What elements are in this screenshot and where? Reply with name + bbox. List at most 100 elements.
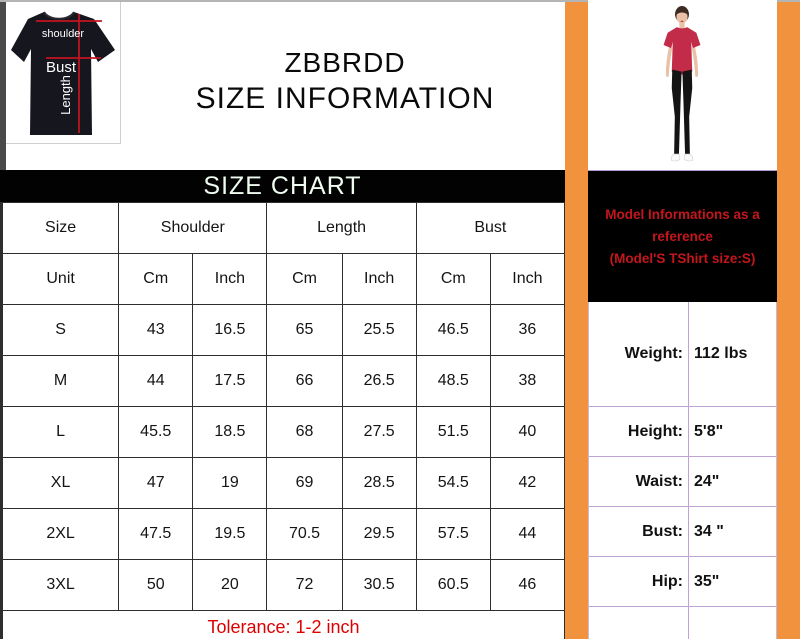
value-cell: 51.5 [415, 406, 491, 458]
measurement-value: 5'8" [688, 407, 776, 456]
col-header-bust: Bust [415, 202, 566, 254]
orange-strip-left [565, 2, 588, 639]
unit-cell: Cm [266, 253, 343, 305]
unit-cell: Inch [489, 253, 566, 305]
value-cell: 30.5 [341, 559, 417, 611]
value-cell: 27.5 [341, 406, 417, 458]
page-title: ZBBRDD SIZE INFORMATION [125, 46, 565, 117]
value-cell: 66 [266, 355, 343, 407]
value-cell: 44 [118, 355, 194, 407]
measurement-row-empty [589, 607, 776, 639]
value-cell: 72 [266, 559, 343, 611]
brand-name: ZBBRDD [284, 47, 406, 78]
value-cell: 70.5 [266, 508, 343, 560]
measurement-value: 112 lbs [688, 302, 776, 406]
table-unit-row: Unit Cm Inch Cm Inch Cm Inch [0, 253, 566, 305]
measurement-label: Height: [627, 422, 683, 440]
measurement-label: Hip: [651, 572, 683, 590]
value-cell: 47 [118, 457, 194, 509]
model-info-note-line2: (Model'S TShirt size:S) [609, 251, 756, 266]
measurement-row-bust: Bust: 34 " [589, 507, 776, 557]
measurement-row-height: Height: 5'8" [589, 407, 776, 457]
value-cell: 47.5 [118, 508, 194, 560]
tolerance-note: Tolerance: 1-2 inch [1, 610, 565, 639]
table-header-row: Size Shoulder Length Bust [0, 202, 566, 254]
value-cell: 18.5 [192, 406, 268, 458]
table-row-l: L 45.5 18.5 68 27.5 51.5 40 [0, 406, 566, 458]
value-cell: 68 [266, 406, 343, 458]
value-cell: 42 [489, 457, 566, 509]
value-cell: 69 [266, 457, 343, 509]
shoulder-label: shoulder [42, 28, 85, 40]
value-cell: 46.5 [415, 304, 491, 356]
model-photo [588, 0, 777, 170]
tshirt-collar [43, 11, 75, 20]
unit-cell: Inch [192, 253, 268, 305]
size-table: Size Shoulder Length Bust Unit Cm Inch C… [0, 202, 566, 639]
orange-strip-right [777, 2, 800, 639]
tshirt-measure-diagram: shoulder Bust Length [6, 2, 121, 144]
table-row-3xl: 3XL 50 20 72 30.5 60.5 46 [0, 559, 566, 611]
size-cell: M [0, 355, 120, 407]
value-cell: 43 [118, 304, 194, 356]
left-border-edge [0, 2, 6, 172]
size-chart-banner-label: SIZE CHART [203, 171, 362, 200]
col-header-size: Size [0, 202, 120, 254]
tshirt-silhouette [11, 12, 115, 135]
model-figure-icon [663, 6, 701, 162]
value-cell: 36 [489, 304, 566, 356]
size-cell: 3XL [0, 559, 120, 611]
value-cell: 19.5 [192, 508, 268, 560]
size-cell: XL [0, 457, 120, 509]
value-cell: 40 [489, 406, 566, 458]
value-cell: 19 [192, 457, 268, 509]
measurement-label-empty [589, 607, 688, 639]
measurement-value-empty [688, 607, 776, 639]
model-info-note-line1: Model Informations as a reference [605, 207, 760, 244]
value-cell: 54.5 [415, 457, 491, 509]
table-row-m: M 44 17.5 66 26.5 48.5 38 [0, 355, 566, 407]
tshirt-diagram-icon: shoulder Bust Length [11, 11, 115, 135]
measurement-label: Bust: [642, 522, 683, 540]
value-cell: 57.5 [415, 508, 491, 560]
unit-cell: Cm [415, 253, 491, 305]
model-panel: Model Informations as a reference (Model… [588, 0, 777, 639]
value-cell: 48.5 [415, 355, 491, 407]
model-info-note: Model Informations as a reference (Model… [588, 170, 777, 303]
value-cell: 16.5 [192, 304, 268, 356]
measurement-row-weight: Weight: 112 lbs [589, 302, 776, 407]
table-row-s: S 43 16.5 65 25.5 46.5 36 [0, 304, 566, 356]
value-cell: 60.5 [415, 559, 491, 611]
unit-cell: Inch [341, 253, 417, 305]
measurement-row-hip: Hip: 35" [589, 557, 776, 607]
value-cell: 26.5 [341, 355, 417, 407]
size-chart-banner: SIZE CHART [0, 170, 565, 202]
col-header-length: Length [266, 202, 417, 254]
size-cell: S [0, 304, 120, 356]
value-cell: 45.5 [118, 406, 194, 458]
measurement-row-waist: Waist: 24" [589, 457, 776, 507]
model-measurements-table: Weight: 112 lbs Height: 5'8" Waist: 24" … [588, 302, 777, 639]
value-cell: 65 [266, 304, 343, 356]
value-cell: 29.5 [341, 508, 417, 560]
measurement-value: 35" [688, 557, 776, 606]
size-cell: L [0, 406, 120, 458]
measurement-label: Waist: [635, 472, 683, 490]
value-cell: 25.5 [341, 304, 417, 356]
table-row-xl: XL 47 19 69 28.5 54.5 42 [0, 457, 566, 509]
table-row-2xl: 2XL 47.5 19.5 70.5 29.5 57.5 44 [0, 508, 566, 560]
top-border-line [0, 0, 800, 2]
col-header-shoulder: Shoulder [118, 202, 268, 254]
value-cell: 44 [489, 508, 566, 560]
bust-label: Bust [46, 59, 77, 76]
tolerance-row: Tolerance: 1-2 inch [1, 610, 565, 639]
value-cell: 50 [118, 559, 194, 611]
size-table-wrap: Size Shoulder Length Bust Unit Cm Inch C… [0, 202, 566, 639]
size-information-heading: SIZE INFORMATION [195, 82, 495, 115]
value-cell: 28.5 [341, 457, 417, 509]
value-cell: 17.5 [192, 355, 268, 407]
unit-cell: Unit [0, 253, 120, 305]
measurement-value: 34 " [688, 507, 776, 556]
size-cell: 2XL [0, 508, 120, 560]
